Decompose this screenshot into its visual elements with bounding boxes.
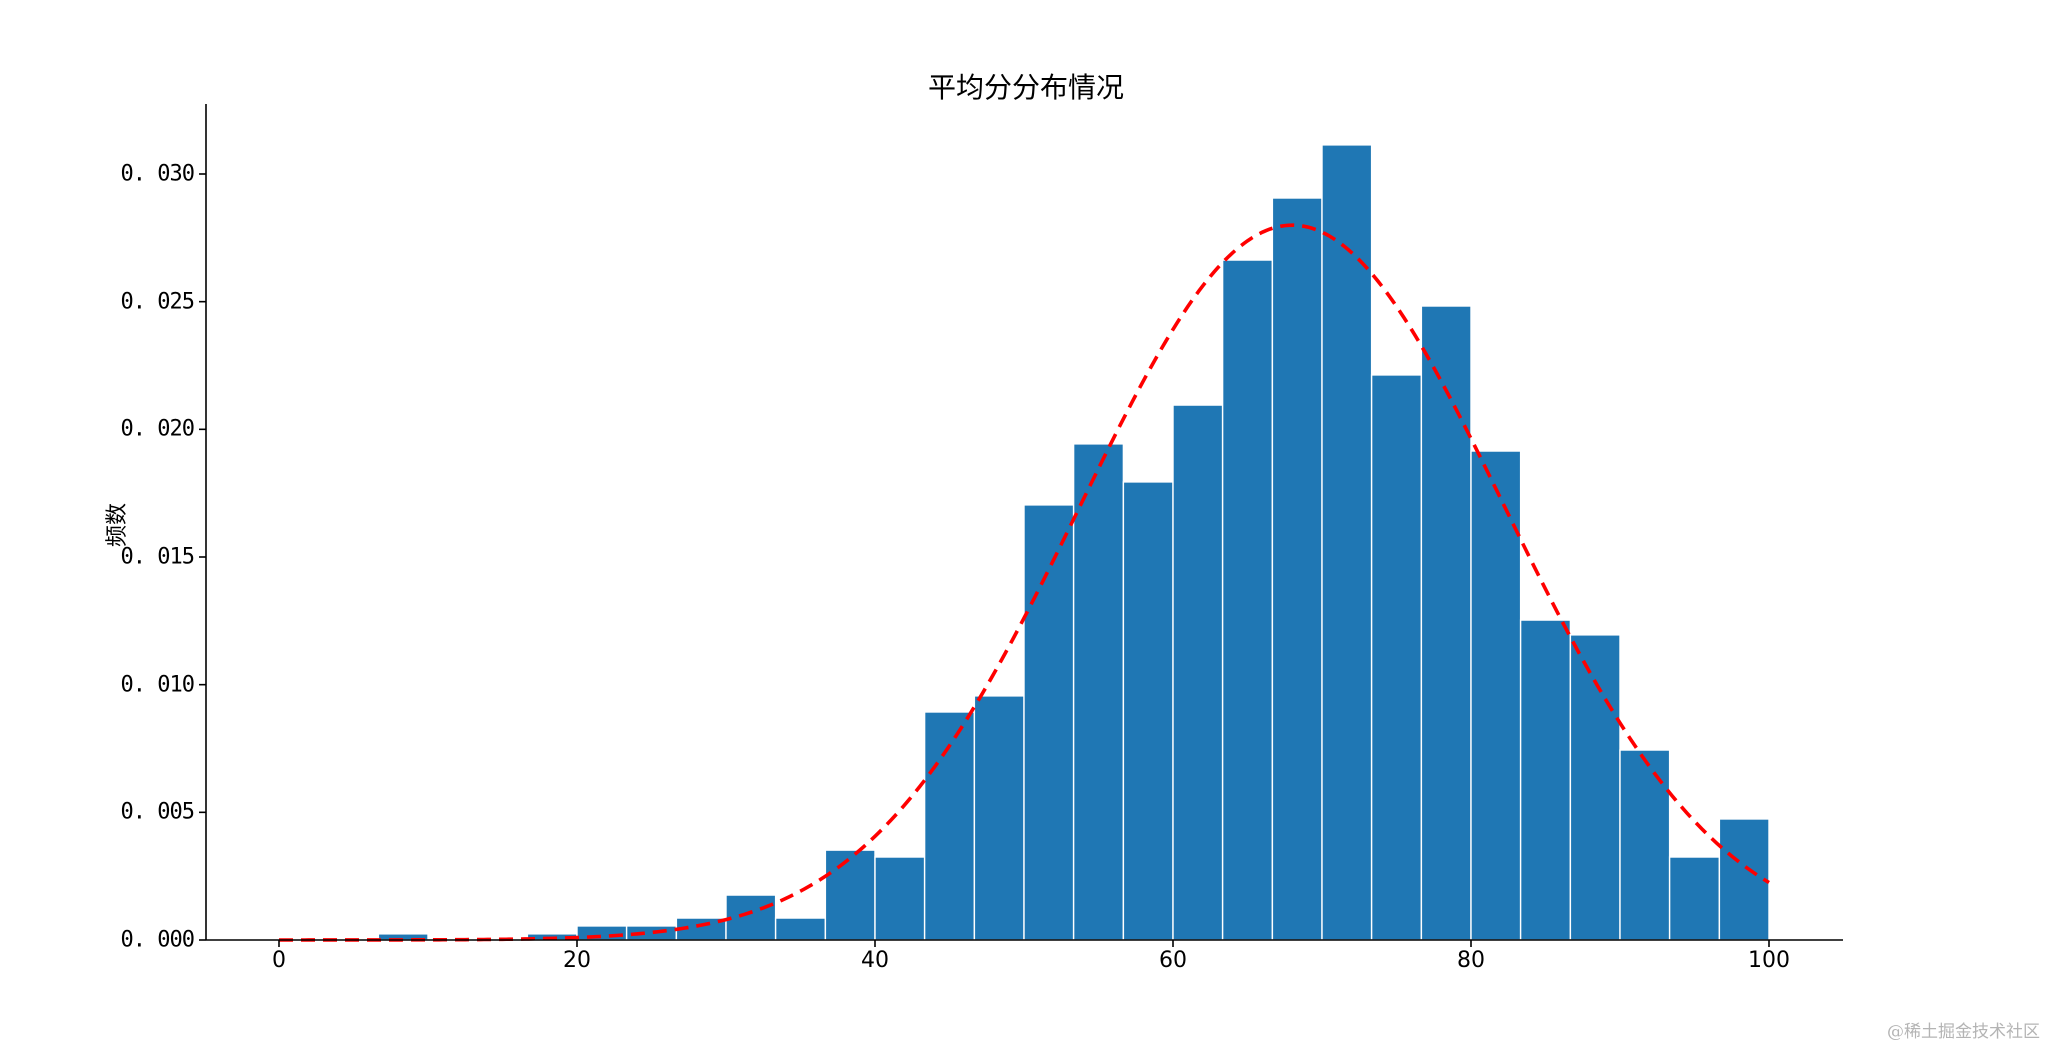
histogram-bar (1072, 443, 1125, 941)
y-tick-label: 0. 025 (120, 289, 195, 315)
histogram-bar (1023, 504, 1075, 941)
y-axis-label: 频数 (105, 502, 130, 548)
histogram-bar (1271, 197, 1323, 941)
y-tick-label: 0. 020 (120, 416, 195, 442)
y-axis-ticks (199, 173, 206, 941)
x-axis-ticks (278, 940, 1770, 947)
histogram-bar (1420, 305, 1472, 941)
histogram-bar (576, 925, 628, 941)
histogram-bar (874, 856, 926, 941)
histogram-bar (1718, 818, 1770, 941)
y-tick-label: 0. 030 (120, 161, 195, 187)
histogram-bar (1519, 619, 1572, 941)
histogram-bar (1172, 404, 1224, 941)
histogram-bar (824, 849, 876, 941)
histogram-bar (1569, 634, 1621, 941)
histogram-bar (1122, 481, 1174, 941)
y-tick-label: 0. 005 (120, 799, 195, 825)
normal-fit-curve (279, 223, 1770, 942)
x-tick-label: 100 (1748, 948, 1790, 973)
histogram-bar (1370, 374, 1423, 941)
y-tick-label: 0. 015 (120, 544, 195, 570)
histogram-bar (1321, 144, 1373, 941)
histogram-bar (774, 917, 827, 941)
histogram-bar (973, 695, 1025, 941)
histogram-bar (1668, 856, 1721, 941)
histogram-bar (1470, 450, 1522, 941)
histogram-bar (1619, 749, 1671, 941)
histogram-bar (725, 894, 777, 941)
y-tick-label: 0. 000 (120, 927, 195, 953)
histogram-bars (377, 144, 1770, 941)
x-tick-label: 0 (272, 948, 286, 973)
x-tick-label: 40 (861, 948, 889, 973)
watermark: @稀土掘金技术社区 (1887, 1022, 2040, 1042)
x-tick-label: 60 (1159, 948, 1187, 973)
x-tick-label: 20 (563, 948, 591, 973)
x-tick-label: 80 (1457, 948, 1485, 973)
histogram-bar (1221, 259, 1274, 941)
y-tick-label: 0. 010 (120, 672, 195, 698)
chart-title: 平均分分布情况 (927, 71, 1124, 104)
